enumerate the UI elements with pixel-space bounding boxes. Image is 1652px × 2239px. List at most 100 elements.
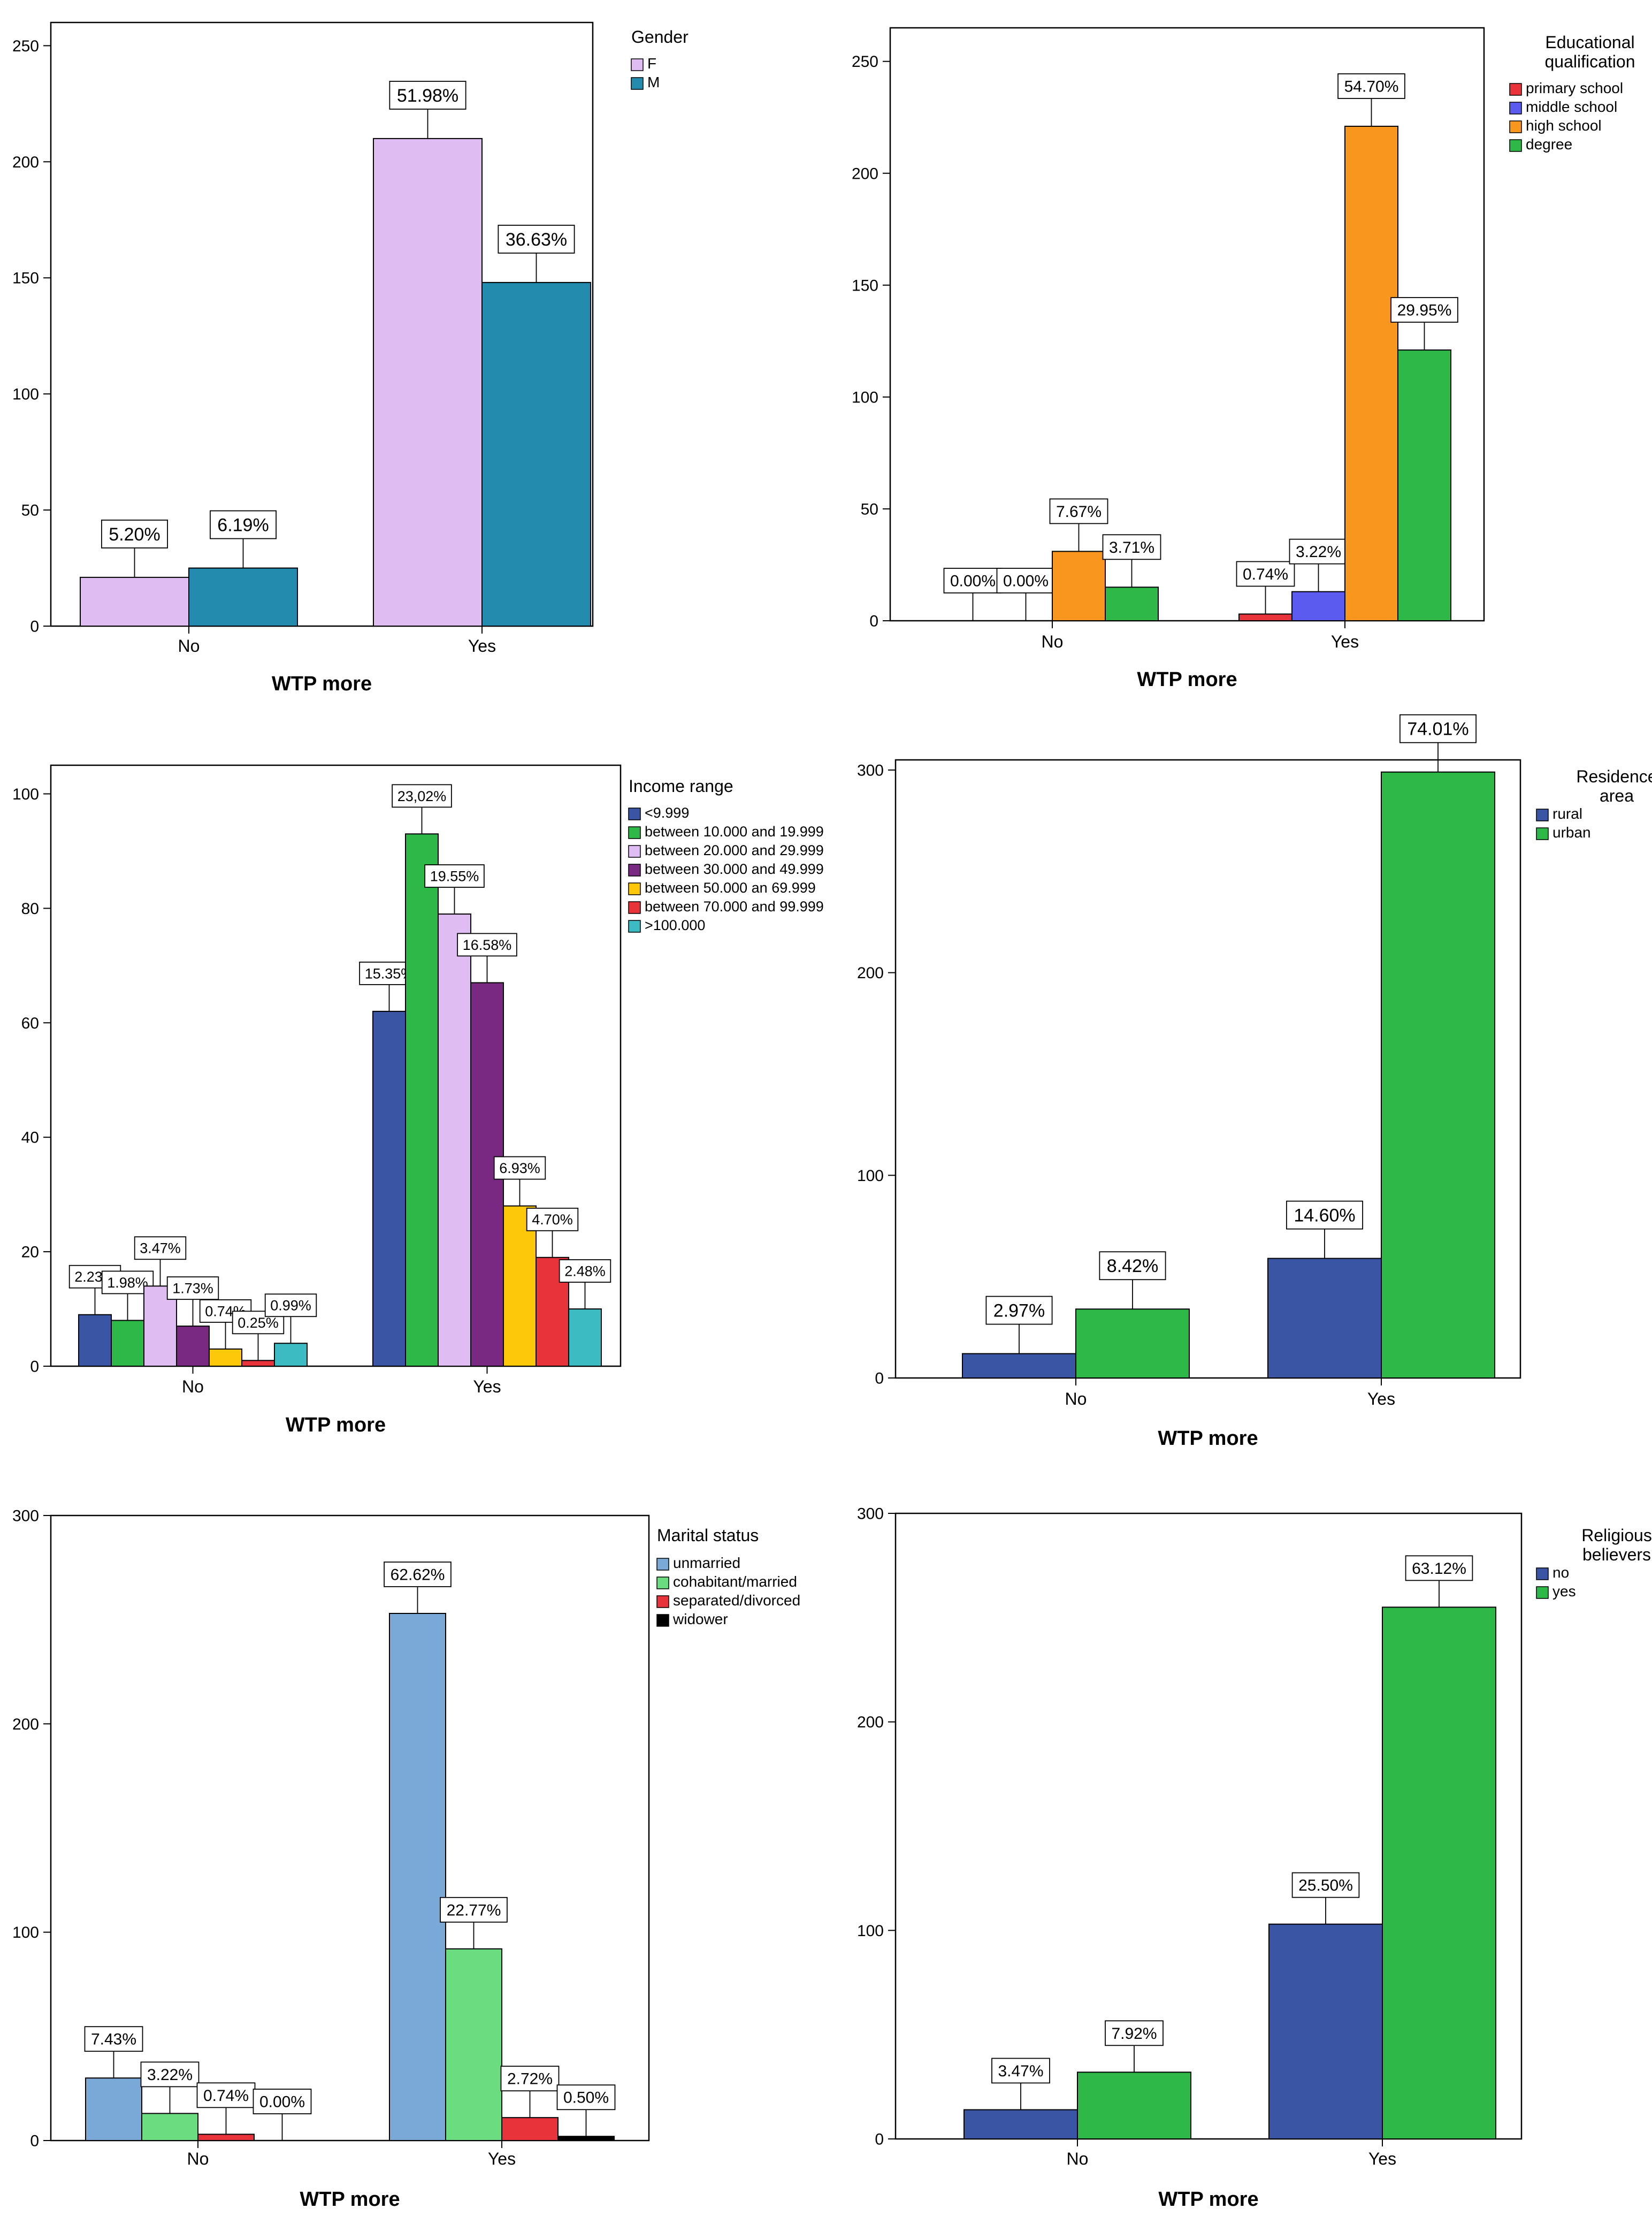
- legend-item-label: between 20.000 and 29.999: [645, 842, 824, 858]
- y-tick-label: 50: [861, 500, 878, 518]
- data-label-box: [440, 1897, 508, 1923]
- legend-swatch: [631, 58, 644, 71]
- legend-swatch: [628, 901, 641, 914]
- chart-religious-svg: 0 100 200 300 No Yes WTP more 3.47% 7.92% 25.50% 6…: [857, 1505, 1652, 2211]
- bar: [481, 281, 591, 627]
- legend-swatch: [1509, 83, 1522, 96]
- y-tick-label: 100: [12, 386, 39, 403]
- x-axis-title: WTP more: [1158, 2188, 1258, 2211]
- legend-title: Educational qualification: [1545, 33, 1635, 71]
- legend-swatch: [656, 1558, 669, 1571]
- y-tick-label: 20: [21, 1244, 39, 1261]
- bar: [557, 2136, 615, 2142]
- legend-swatch: [628, 920, 641, 933]
- data-label-box: [424, 864, 485, 888]
- legend-item-label: rural: [1552, 805, 1582, 822]
- x-category-label: No: [182, 1377, 204, 1396]
- legend-title-line: Religious: [1581, 1526, 1652, 1545]
- data-label-box: [166, 1276, 219, 1300]
- legend-swatch: [1536, 827, 1549, 840]
- data-label-box: [1099, 1251, 1166, 1281]
- data-label: 8.42%: [1107, 1256, 1158, 1276]
- bar: [438, 913, 471, 1367]
- data-label-box: [1102, 534, 1161, 560]
- legend-swatch: [656, 1595, 669, 1608]
- data-label-box: [140, 2061, 200, 2088]
- data-label: 36.63%: [506, 230, 567, 250]
- data-label-box: [991, 2058, 1050, 2084]
- x-category-label: No: [1065, 1389, 1087, 1408]
- legend-item-label: separated/divorced: [673, 1592, 800, 1609]
- data-label: 0.00%: [259, 2093, 305, 2111]
- data-label-box: [493, 1156, 546, 1180]
- data-label-box: [1399, 714, 1477, 743]
- data-label: 22.77%: [447, 1901, 501, 1919]
- legend-item-label: primary school: [1526, 80, 1623, 96]
- legend-swatch: [631, 77, 644, 90]
- y-tick-label: 300: [857, 1505, 884, 1523]
- legend-item-label: cohabitant/married: [673, 1573, 797, 1590]
- data-label: 74.01%: [1407, 719, 1469, 740]
- bar: [372, 1010, 406, 1367]
- y-tick-label: 60: [21, 1015, 39, 1032]
- y-tick-label: 150: [12, 270, 39, 287]
- bar: [373, 138, 483, 627]
- chart-religious-believers: 0 100 200 300 No Yes WTP more 3.47% 7.92% 25.50% 6…: [826, 1488, 1652, 2239]
- legend-title-line: Educational: [1545, 33, 1634, 52]
- data-label-box: [101, 519, 168, 549]
- data-label-box: [985, 1296, 1053, 1325]
- legend-item-label: between 70.000 and 99.999: [645, 898, 824, 915]
- data-label-box: [196, 2082, 256, 2108]
- legend-item-label: degree: [1526, 136, 1572, 153]
- data-label: 0.00%: [1003, 573, 1049, 590]
- data-label-box: [253, 2089, 312, 2114]
- data-label: 23,02%: [397, 788, 447, 804]
- y-tick-label: 0: [30, 2133, 39, 2150]
- legend-item-label: high school: [1526, 117, 1602, 134]
- chart-educational-qualification: 0 50 100 150 200 250 No Yes WTP more 0.00% 0.00% 7.…: [826, 0, 1652, 738]
- data-label-box: [389, 81, 466, 110]
- x-category-label: No: [187, 2149, 209, 2168]
- data-label-box: [498, 225, 575, 254]
- bar: [80, 576, 189, 627]
- x-axis-title: WTP more: [272, 673, 372, 695]
- y-tick-label: 100: [857, 1922, 884, 1940]
- data-label: 3.47%: [140, 1240, 181, 1256]
- bar: [1052, 551, 1106, 621]
- data-label-box: [1236, 561, 1295, 587]
- chart-marital-status: 0 100 200 300 No Yes WTP more 7.43% 3.22% 0.74% 0.…: [0, 1488, 826, 2239]
- legend-item-label: >100.000: [645, 917, 705, 933]
- bar: [1268, 1923, 1383, 2139]
- legend-item-label: yes: [1552, 1583, 1576, 1600]
- data-label-box: [209, 510, 277, 539]
- x-axis-title: WTP more: [300, 2188, 400, 2211]
- data-label: 14.60%: [1294, 1205, 1355, 1225]
- bar: [445, 1948, 502, 2142]
- y-tick-label: 0: [875, 2131, 884, 2149]
- data-label: 25.50%: [1298, 1877, 1353, 1894]
- x-category-label: Yes: [488, 2149, 516, 2168]
- data-label-box: [1291, 1872, 1360, 1898]
- data-label: 6.93%: [499, 1160, 540, 1176]
- legend-item-label: urban: [1552, 824, 1591, 841]
- data-label: 2.97%: [993, 1300, 1045, 1321]
- y-tick-label: 150: [852, 277, 878, 294]
- legend-title: Income range: [629, 776, 733, 796]
- bar: [963, 2109, 1078, 2139]
- data-label-box: [1337, 73, 1405, 99]
- data-label-box: [500, 2066, 560, 2092]
- y-tick-label: 250: [12, 37, 39, 55]
- legend-swatch: [628, 808, 641, 820]
- legend-item-label: widower: [672, 1611, 728, 1627]
- bar: [111, 1320, 144, 1367]
- chart-education-svg: 0 50 100 150 200 250 No Yes WTP more 0.00% 0.00% 7.…: [852, 27, 1635, 691]
- data-label: 0.99%: [270, 1298, 311, 1314]
- data-label-box: [1390, 297, 1458, 323]
- bar: [568, 1308, 602, 1367]
- x-axis-title: WTP more: [1137, 668, 1237, 691]
- bar: [209, 1348, 242, 1367]
- legend-title: Gender: [631, 27, 689, 47]
- data-label: 3.71%: [1109, 539, 1154, 557]
- legend-swatch: [1536, 809, 1549, 821]
